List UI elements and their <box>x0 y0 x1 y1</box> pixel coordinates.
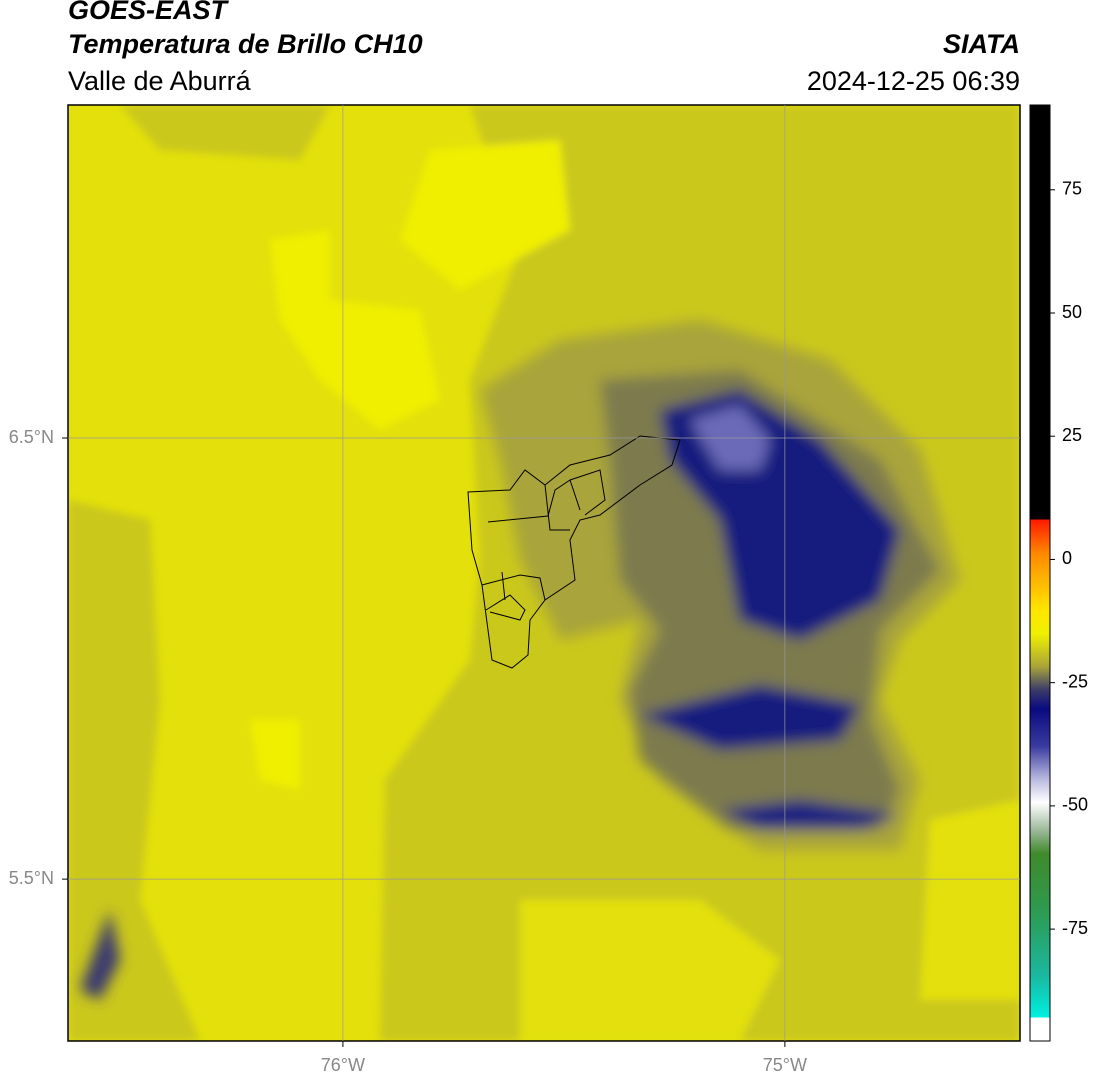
map-field <box>68 105 1020 1041</box>
colorbar-tick-label: 25 <box>1062 425 1082 445</box>
timestamp: 2024-12-25 06:39 <box>807 66 1020 96</box>
region: Valle de Aburrá <box>68 66 252 96</box>
title: GOES-EAST <box>68 0 230 25</box>
map-frame <box>67 104 1021 1042</box>
colorbar <box>1029 104 1051 1042</box>
source: SIATA <box>943 29 1020 59</box>
colorbar-tick-label: 0 <box>1062 548 1072 568</box>
colorbar-tick-label: 50 <box>1062 302 1082 322</box>
municipal-boundaries <box>467 435 681 669</box>
lon-tick-label: 76°W <box>321 1055 365 1075</box>
colorbar-tick-label: 75 <box>1062 179 1082 199</box>
colorbar-tick-label: -25 <box>1062 671 1088 691</box>
lon-tick-label: 75°W <box>763 1055 807 1075</box>
colorbar-tick-label: -50 <box>1062 795 1088 815</box>
lat-tick-label: 5.5°N <box>9 868 54 888</box>
colorbar-tick-label: -75 <box>1062 918 1088 938</box>
lat-tick-label: 6.5°N <box>9 427 54 447</box>
subtitle: Temperatura de Brillo CH10 <box>68 29 423 59</box>
